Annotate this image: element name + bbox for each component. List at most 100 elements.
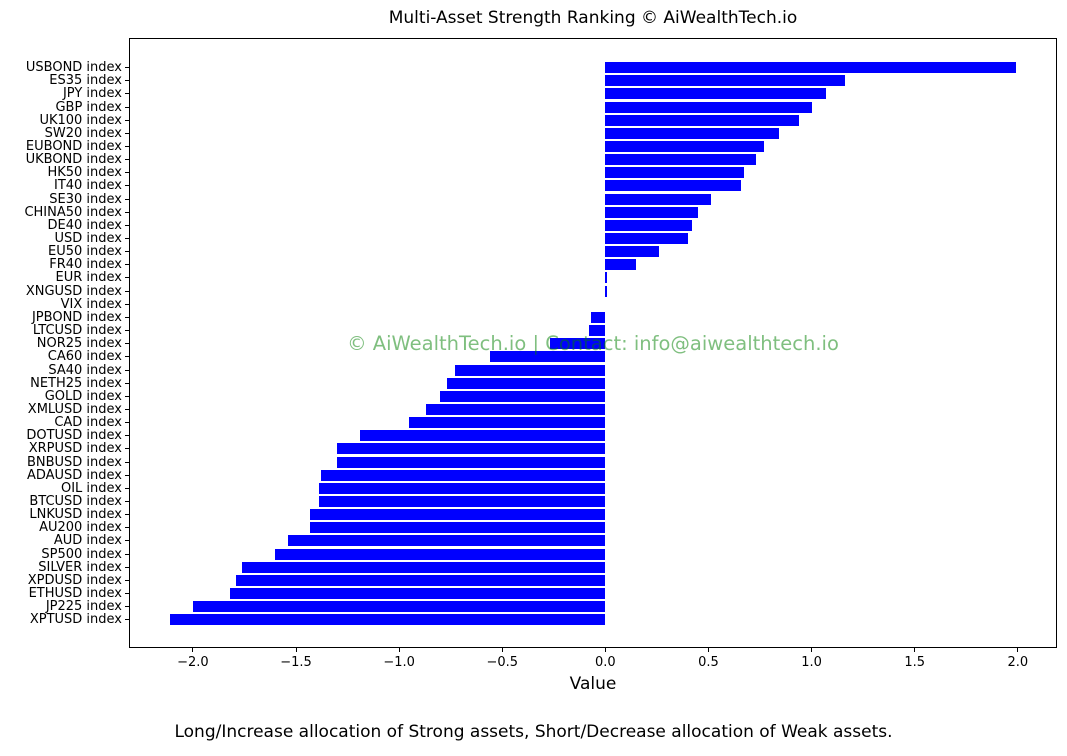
- y-tick-label: USBOND index: [25, 60, 122, 76]
- y-tick-label: XMLUSD index: [27, 401, 122, 417]
- x-tick-mark: [1017, 648, 1019, 652]
- bar: [310, 509, 606, 521]
- bar: [605, 154, 756, 166]
- y-tick-label: XRPUSD index: [28, 441, 122, 457]
- x-axis-label: Value: [569, 674, 617, 694]
- y-tick-label: UK100 index: [39, 112, 122, 128]
- x-tick-label: 1.5: [904, 655, 926, 670]
- y-tick-mark: [125, 251, 129, 253]
- y-tick-mark: [125, 224, 129, 226]
- bar: [605, 206, 699, 218]
- y-tick-mark: [125, 145, 129, 147]
- y-tick-mark: [125, 487, 129, 489]
- bar: [170, 614, 606, 626]
- y-tick-mark: [125, 132, 129, 134]
- y-tick-label: SE30 index: [49, 191, 122, 207]
- y-tick-label: NETH25 index: [30, 375, 122, 391]
- bar: [605, 180, 742, 192]
- y-tick-label: XPDUSD index: [27, 572, 122, 588]
- y-tick-mark: [125, 67, 129, 69]
- y-tick-mark: [125, 501, 129, 503]
- y-tick-label: ADAUSD index: [26, 467, 122, 483]
- bar: [359, 430, 606, 442]
- bar: [588, 325, 606, 337]
- y-tick-mark: [125, 211, 129, 213]
- x-tick-label: −1.5: [280, 655, 312, 670]
- y-tick-label: IT40 index: [53, 178, 122, 194]
- bar: [605, 88, 827, 100]
- y-tick-mark: [125, 277, 129, 279]
- bar: [242, 561, 606, 573]
- y-tick-mark: [125, 356, 129, 358]
- bar: [454, 364, 606, 376]
- y-tick-mark: [125, 408, 129, 410]
- bar: [605, 272, 608, 284]
- x-tick-mark: [295, 648, 297, 652]
- y-tick-label: HK50 index: [47, 165, 122, 181]
- bar: [275, 548, 606, 560]
- y-tick-label: VIX index: [60, 296, 122, 312]
- bar: [590, 311, 606, 323]
- bar: [230, 588, 606, 600]
- y-tick-label: DOTUSD index: [26, 428, 122, 444]
- watermark: © AiWealthTech.io | Contact: info@aiweal…: [347, 332, 839, 355]
- y-tick-label: OIL index: [60, 480, 122, 496]
- y-tick-mark: [125, 106, 129, 108]
- bar: [440, 390, 606, 402]
- y-tick-mark: [125, 593, 129, 595]
- y-tick-mark: [125, 343, 129, 345]
- x-tick-label: −0.5: [486, 655, 519, 670]
- bar: [605, 219, 692, 231]
- y-tick-label: XPTUSD index: [29, 612, 122, 628]
- bar: [425, 403, 606, 415]
- y-tick-mark: [125, 172, 129, 174]
- x-tick-label: −1.0: [383, 655, 415, 670]
- y-tick-mark: [125, 448, 129, 450]
- bar: [605, 140, 765, 152]
- y-tick-label: GOLD index: [44, 388, 122, 404]
- figure-caption: Long/Increase allocation of Strong asset…: [174, 722, 893, 742]
- x-tick-mark: [398, 648, 400, 652]
- x-tick-label: 2.0: [1007, 655, 1029, 670]
- y-tick-mark: [125, 93, 129, 95]
- y-tick-mark: [125, 382, 129, 384]
- bar: [605, 62, 1016, 74]
- y-tick-label: AUD index: [53, 533, 122, 549]
- bar: [605, 233, 688, 245]
- bar: [318, 496, 606, 508]
- y-tick-mark: [125, 461, 129, 463]
- y-tick-label: JPBOND index: [31, 309, 122, 325]
- y-tick-label: ES35 index: [49, 73, 122, 89]
- x-tick-label: −2.0: [177, 655, 209, 670]
- y-tick-label: LTCUSD index: [32, 323, 122, 339]
- bar: [605, 127, 779, 139]
- x-tick-mark: [604, 648, 606, 652]
- y-tick-mark: [125, 619, 129, 621]
- y-tick-label: BNBUSD index: [26, 454, 122, 470]
- y-tick-mark: [125, 527, 129, 529]
- y-tick-label: FR40 index: [49, 257, 122, 273]
- plot-area: © AiWealthTech.io | Contact: info@aiweal…: [129, 38, 1057, 648]
- y-tick-mark: [125, 435, 129, 437]
- bar: [310, 522, 606, 534]
- y-tick-label: JP225 index: [45, 599, 122, 615]
- x-tick-mark: [914, 648, 916, 652]
- x-tick-label: 0.5: [698, 655, 719, 670]
- x-tick-mark: [707, 648, 709, 652]
- bar: [446, 377, 606, 389]
- bar: [318, 482, 606, 494]
- bar: [605, 193, 711, 205]
- bar: [605, 75, 845, 87]
- y-tick-label: AU200 index: [39, 520, 122, 536]
- y-tick-label: CAD index: [54, 415, 122, 431]
- y-tick-mark: [125, 80, 129, 82]
- y-tick-label: UKBOND index: [25, 152, 122, 168]
- y-tick-mark: [125, 290, 129, 292]
- bar: [320, 469, 606, 481]
- y-tick-label: DE40 index: [47, 217, 122, 233]
- y-tick-label: JPY index: [62, 86, 122, 102]
- x-tick-label: 0.0: [595, 655, 616, 670]
- y-tick-mark: [125, 185, 129, 187]
- y-tick-label: LNKUSD index: [29, 507, 122, 523]
